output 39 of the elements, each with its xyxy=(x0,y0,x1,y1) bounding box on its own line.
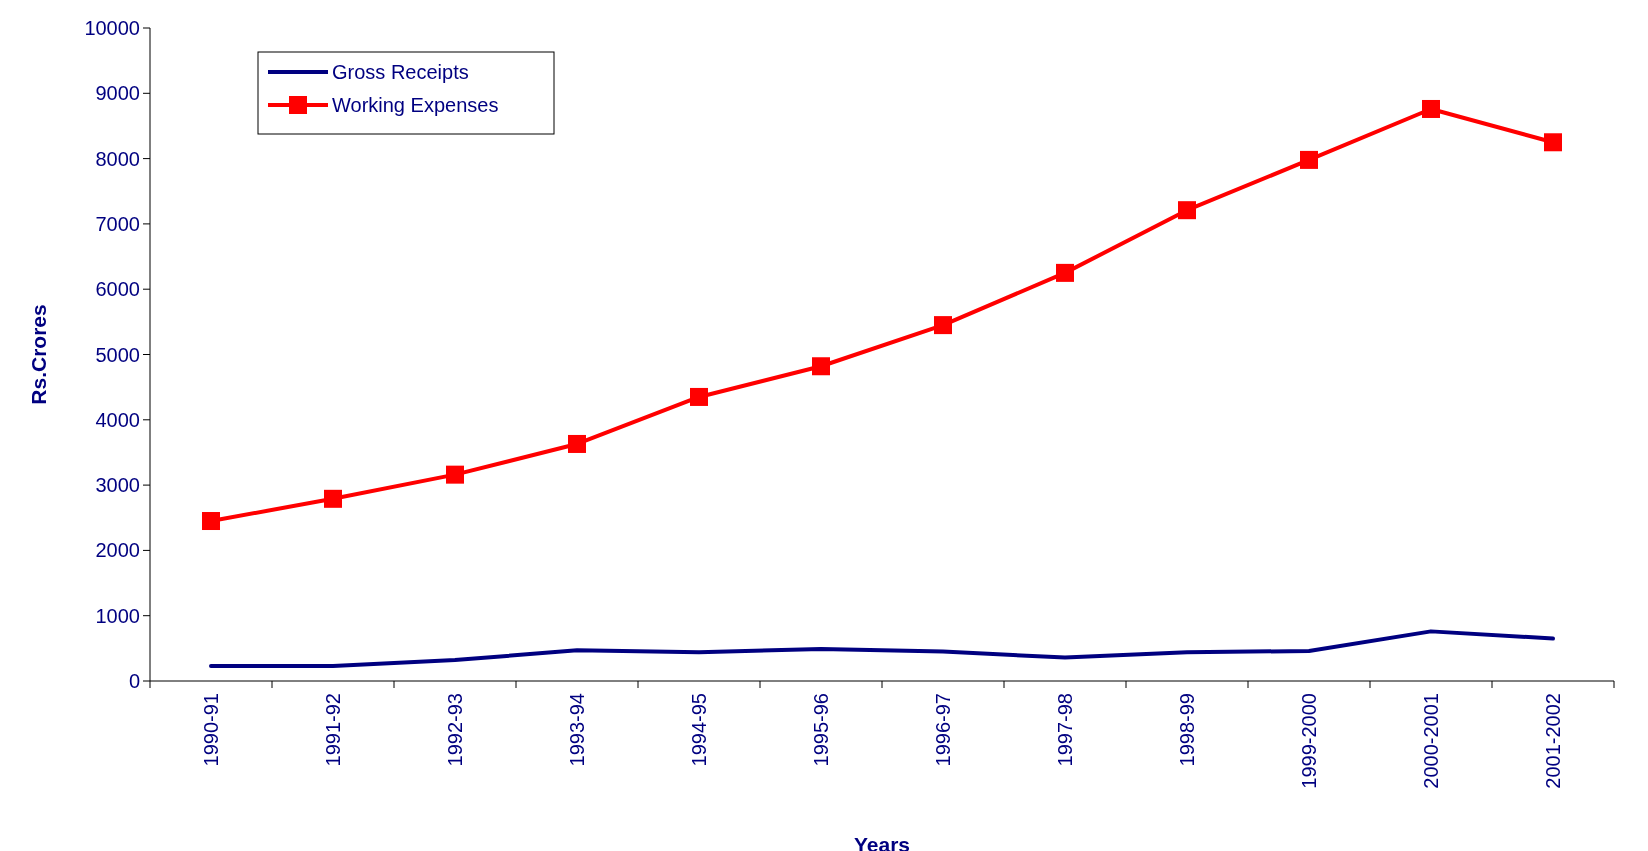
x-tick-label: 1996-97 xyxy=(932,693,954,767)
y-tick-label: 7000 xyxy=(95,212,140,235)
y-tick-label: 5000 xyxy=(95,343,140,366)
point xyxy=(1300,150,1318,169)
y-tick-label: 3000 xyxy=(95,474,140,497)
legend-label: Gross Receipts xyxy=(332,61,469,83)
legend-label: Working Expenses xyxy=(332,94,499,116)
point xyxy=(1422,99,1440,118)
point xyxy=(1056,263,1074,282)
x-tick-label: 1998-99 xyxy=(1176,693,1198,767)
x-tick-label: 1992-93 xyxy=(444,693,466,767)
y-tick-label: 1000 xyxy=(95,604,140,627)
y-tick-label: 6000 xyxy=(95,278,140,301)
x-tick-label: 1994-95 xyxy=(688,693,710,767)
line-series xyxy=(209,629,1555,668)
point xyxy=(202,512,220,531)
y-axis-title: Rs.Crores xyxy=(27,304,50,405)
x-tick-label: 2000-2001 xyxy=(1420,693,1442,789)
y-tick-label: 4000 xyxy=(95,408,140,431)
y-tick-label: 9000 xyxy=(95,82,140,105)
y-tick-label: 10000 xyxy=(84,17,140,39)
x-tick-label: 1993-94 xyxy=(566,693,588,767)
y-tick-label: 8000 xyxy=(95,147,140,170)
point xyxy=(324,489,342,508)
y-tick-label: 0 xyxy=(128,670,140,692)
x-tick-label: 1999-2000 xyxy=(1298,693,1320,789)
point xyxy=(446,465,464,484)
x-tick-label: 1997-98 xyxy=(1054,693,1076,767)
y-tick-label: 2000 xyxy=(95,539,140,562)
point xyxy=(934,316,952,335)
x-tick-label: 1990-91 xyxy=(200,693,222,767)
point xyxy=(690,387,708,406)
x-tick-label: 2001-2002 xyxy=(1542,693,1564,789)
point xyxy=(568,434,586,453)
x-tick-label: 1991-92 xyxy=(322,693,344,767)
x-tick-label: 1995-96 xyxy=(810,693,832,767)
point xyxy=(812,357,830,376)
point xyxy=(1544,133,1562,152)
point xyxy=(1178,201,1196,220)
